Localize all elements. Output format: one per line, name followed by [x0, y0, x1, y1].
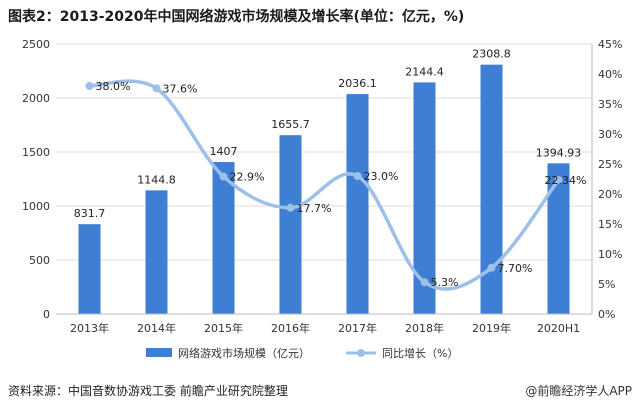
- x-tick-label: 2018年: [405, 321, 444, 335]
- growth-point: [152, 84, 161, 93]
- y-left-tick-label: 2000: [22, 92, 50, 105]
- legend: 网络游戏市场规模（亿元） 同比增长（%）: [146, 346, 458, 360]
- bar: [279, 135, 302, 314]
- growth-value-label: 17.7%: [297, 202, 332, 215]
- bar: [212, 162, 235, 314]
- bar: [346, 94, 369, 314]
- bar-value-label: 2308.8: [472, 48, 511, 61]
- growth-point: [554, 175, 563, 184]
- y-right-tick-label: 30%: [598, 128, 622, 141]
- y-left-tick-label: 1000: [22, 200, 50, 213]
- y-right-tick-label: 40%: [598, 68, 622, 81]
- bar-value-label: 1655.7: [271, 118, 310, 131]
- bar-series: [78, 64, 570, 314]
- legend-swatch-bar: [146, 348, 172, 357]
- x-tick-label: 2014年: [137, 321, 176, 335]
- x-tick-label: 2019年: [472, 321, 511, 335]
- chart-title: 图表2：2013-2020年中国网络游戏市场规模及增长率(单位：亿元，%): [8, 9, 465, 25]
- legend-label-bar: 网络游戏市场规模（亿元）: [178, 346, 310, 360]
- y-left-tick-label: 1500: [22, 146, 50, 159]
- x-tick-label: 2017年: [338, 321, 377, 335]
- bar-value-label: 1394.93: [536, 146, 582, 159]
- growth-value-label: 22.34%: [545, 174, 587, 187]
- x-tick-label: 2013年: [70, 321, 109, 335]
- growth-value-label: 22.9%: [230, 171, 265, 184]
- y-left-tick-label: 500: [29, 254, 50, 267]
- growth-point: [286, 203, 295, 212]
- growth-value-label: 23.0%: [364, 170, 399, 183]
- y-right-tick-label: 35%: [598, 98, 622, 111]
- y-right-tick-label: 25%: [598, 158, 622, 171]
- y-right-tick-label: 10%: [598, 248, 622, 261]
- bar: [547, 163, 570, 314]
- legend-marker-line: [357, 349, 365, 357]
- growth-value-label: 38.0%: [96, 80, 131, 93]
- growth-point: [420, 278, 429, 287]
- y-left-tick-label: 0: [43, 308, 50, 321]
- y-right-tick-label: 45%: [598, 38, 622, 51]
- bar-value-label: 2144.4: [405, 65, 444, 78]
- y-right-tick-label: 0%: [598, 308, 615, 321]
- x-tick-label: 2020H1: [537, 322, 580, 335]
- bar: [480, 64, 503, 314]
- growth-point: [85, 82, 94, 90]
- growth-point: [487, 263, 496, 272]
- bar: [145, 190, 168, 314]
- growth-point: [353, 172, 362, 180]
- x-tick-label: 2016年: [271, 321, 310, 335]
- growth-line-series: [85, 79, 563, 291]
- legend-label-line: 同比增长（%）: [382, 346, 458, 360]
- bar-value-label: 2036.1: [338, 77, 377, 90]
- y-right-tick-label: 15%: [598, 218, 622, 231]
- bar-value-label: 1144.8: [137, 173, 176, 186]
- axes: 0 500 1000 1500 2000 2500 0% 5% 10% 15% 20% 25% 30% 3…: [22, 38, 622, 335]
- data-labels: 831.7 1144.8 1407 1655.7 2036.1 2144.4 2308.8 1…: [74, 48, 587, 290]
- y-right-tick-label: 5%: [598, 278, 615, 291]
- growth-point: [219, 172, 228, 181]
- bar: [413, 82, 436, 314]
- bar-value-label: 831.7: [74, 207, 106, 220]
- watermark-text: @前瞻经济学人APP: [525, 384, 632, 398]
- growth-value-label: 5.3%: [431, 276, 459, 289]
- x-tick-label: 2015年: [204, 321, 243, 335]
- bar-value-label: 1407: [210, 145, 238, 158]
- growth-value-label: 7.70%: [498, 262, 533, 275]
- y-right-tick-label: 20%: [598, 188, 622, 201]
- y-left-tick-label: 2500: [22, 38, 50, 51]
- source-note: 资料来源：中国音数协游戏工委 前瞻产业研究院整理: [8, 384, 288, 398]
- growth-value-label: 37.6%: [163, 82, 198, 95]
- bar: [78, 224, 101, 314]
